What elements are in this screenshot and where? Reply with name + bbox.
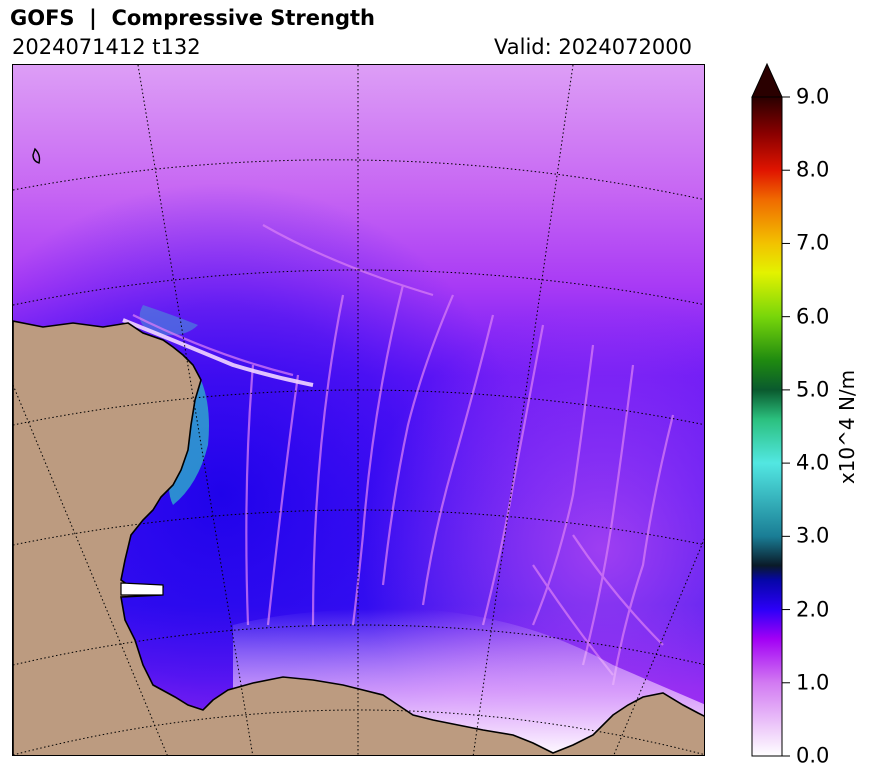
- plot-title: GOFS | Compressive Strength: [10, 6, 375, 30]
- small-island-coastline: [32, 147, 41, 164]
- colorbar-tick-label: 7.0: [796, 230, 830, 255]
- colorbar-extend-arrow: [751, 62, 783, 98]
- colorbar-tick-label: 3.0: [796, 523, 830, 548]
- coastal-patch: [139, 305, 198, 336]
- colorbar-svg: [751, 62, 790, 757]
- bright-lead: [122, 318, 314, 387]
- ice-shelf-inlet: [120, 582, 164, 596]
- sea-ice-leads: [132, 224, 675, 686]
- map-svg: [13, 65, 704, 755]
- colorbar-tick-label: 8.0: [796, 157, 830, 182]
- graticule-lines: [13, 65, 704, 755]
- colorbar-tick-label: 1.0: [796, 670, 830, 695]
- colorbar-tick-marks: [782, 96, 790, 757]
- colorbar-tick-label: 6.0: [796, 304, 830, 329]
- colorbar-tick-label: 9.0: [796, 84, 830, 109]
- colorbar-tick-label: 4.0: [796, 450, 830, 475]
- colorbar: 0.0 1.0 2.0 3.0 4.0 5.0 6.0 7.0 8.0 9.0: [750, 62, 869, 766]
- run-label: 2024071412 t132: [12, 35, 201, 59]
- colorbar-tick-label: 5.0: [796, 377, 830, 402]
- colorbar-label: x10^4 N/m: [835, 369, 859, 485]
- colorbar-tick-label: 2.0: [796, 597, 830, 622]
- antarctic-landmass: [13, 320, 704, 755]
- colorbar-tick-label: 0.0: [796, 743, 830, 768]
- map-panel: [12, 64, 705, 756]
- valid-time-label: Valid: 2024072000: [494, 35, 692, 59]
- colorbar-ramp: [751, 96, 783, 757]
